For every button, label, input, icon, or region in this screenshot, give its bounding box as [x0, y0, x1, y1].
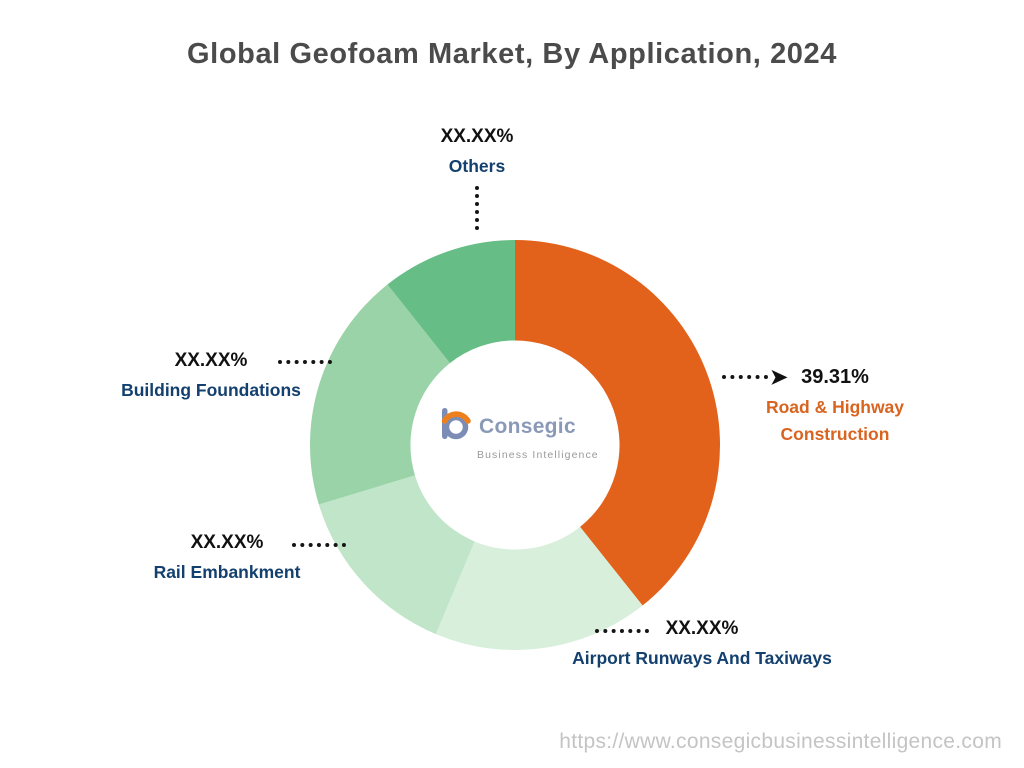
building-foundations-label: Building Foundations: [121, 380, 301, 400]
callout-airport-runways: XX.XX% Airport Runways And Taxiways: [543, 618, 861, 672]
chart-title: Global Geofoam Market, By Application, 2…: [187, 38, 837, 70]
consegic-logo-icon: [435, 405, 471, 448]
donut-segment-airport-runways-and-taxiways: [435, 526, 643, 650]
rail-embankment-pct: XX.XX%: [190, 532, 264, 553]
donut-segment-road-highway-construction: [515, 240, 720, 606]
logo-name: Consegic: [479, 414, 576, 438]
center-logo: Consegic Business Intelligence: [435, 405, 615, 461]
others-pct: XX.XX%: [440, 126, 514, 147]
others-leader-line: [475, 186, 479, 230]
logo-tagline: Business Intelligence: [477, 449, 599, 461]
donut-segment-building-foundations: [310, 284, 450, 505]
road-highway-label-line2: Construction: [780, 424, 890, 445]
road-highway-pct: 39.31%: [801, 366, 869, 388]
donut-segment-others: [387, 240, 515, 364]
building-foundations-leader-line: [278, 360, 332, 364]
building-foundations-pct: XX.XX%: [174, 350, 248, 371]
road-highway-leader-line: [722, 375, 768, 379]
callout-road-highway: 39.31% Road & Highway Construction: [750, 366, 920, 448]
airport-runways-leader-line: [595, 629, 649, 633]
road-highway-label-line1: Road & Highway: [765, 397, 905, 417]
others-label: Others: [448, 156, 506, 176]
callout-building-foundations: XX.XX% Building Foundations: [95, 350, 327, 404]
callout-rail-embankment: XX.XX% Rail Embankment: [112, 532, 342, 586]
arrowhead-icon: ➤: [770, 366, 788, 389]
donut-segment-rail-embankment: [318, 475, 475, 635]
callout-others: XX.XX% Others: [377, 126, 577, 180]
rail-embankment-label: Rail Embankment: [153, 562, 301, 582]
donut-svg: [310, 240, 720, 650]
airport-runways-label: Airport Runways And Taxiways: [572, 648, 832, 668]
source-url[interactable]: https://www.consegicbusinessintelligence…: [559, 730, 1002, 753]
donut-chart: [305, 235, 725, 655]
rail-embankment-leader-line: [292, 543, 346, 547]
airport-runways-pct: XX.XX%: [665, 618, 739, 639]
